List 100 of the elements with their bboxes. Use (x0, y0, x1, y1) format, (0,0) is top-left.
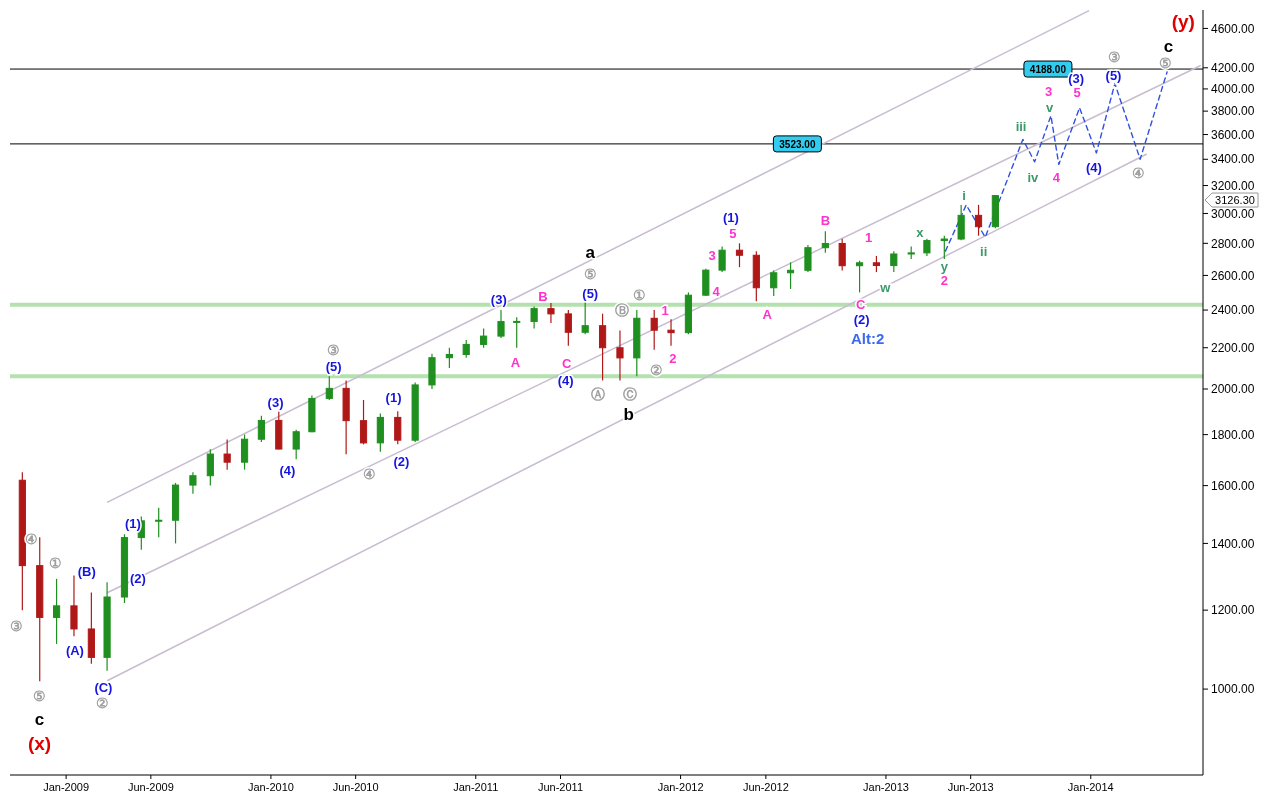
annotation: ① (48, 555, 62, 572)
y-tick-label: 3600.00 (1211, 127, 1255, 142)
candlestick (547, 302, 555, 324)
annotation: v (1045, 100, 1054, 115)
annotation: ③ (327, 342, 341, 359)
annotation: 4 (1052, 170, 1061, 186)
x-tick-label: Jun-2010 (332, 781, 379, 793)
annotation: Alt:2 (850, 329, 885, 347)
annotation: ② (95, 694, 109, 711)
annotation: C (561, 356, 572, 372)
annotation: ii (980, 244, 988, 260)
annotation: b (623, 405, 634, 425)
annotation: (2) (853, 312, 870, 328)
annotation: ⑤ (583, 266, 597, 282)
annotation: (3) (267, 395, 284, 411)
annotation: (2) (129, 570, 146, 586)
candlestick (718, 245, 726, 273)
candlestick (257, 415, 265, 443)
candlestick (838, 238, 846, 272)
candlestick (359, 399, 368, 445)
y-tick-label: 2800.00 (1211, 236, 1255, 251)
candlestick (240, 434, 249, 471)
annotation: iii (1015, 119, 1027, 135)
y-tick-label: 4200.00 (1211, 61, 1255, 76)
y-tick-label: 1000.00 (1211, 682, 1255, 697)
y-tick-label: 3000.00 (1211, 206, 1255, 221)
y-tick-label: 3200.00 (1211, 178, 1255, 193)
candlestick (497, 309, 505, 339)
annotation: 2 (669, 351, 677, 367)
annotation: ⑤ (1159, 55, 1173, 72)
candlestick (564, 309, 572, 347)
candlestick (394, 410, 402, 445)
candlestick (206, 448, 214, 487)
candlestick (480, 327, 488, 349)
annotation: (4) (557, 372, 574, 388)
annotation: (5) (582, 286, 599, 302)
annotation: Ⓑ (614, 302, 629, 319)
annotation: c (34, 710, 45, 730)
candlestick (616, 329, 624, 382)
candlestick (940, 235, 948, 260)
annotation: A (510, 355, 521, 371)
y-tick-label: 3800.00 (1211, 104, 1255, 119)
x-tick-label: Jan-2010 (248, 781, 294, 793)
candlestick (52, 578, 61, 645)
annotation: i (962, 187, 966, 203)
annotation: Ⓐ (591, 385, 606, 402)
candlestick (70, 574, 78, 637)
candlestick (770, 269, 778, 297)
annotation: x (916, 224, 925, 240)
annotation: (3) (490, 291, 507, 307)
annotation: ⑤ (33, 687, 47, 704)
candlestick (155, 507, 163, 538)
annotation: 5 (729, 225, 737, 241)
candlestick (957, 204, 965, 241)
annotation: ④ (1131, 164, 1145, 181)
x-tick-label: Jun-2011 (537, 781, 584, 793)
annotation: w (879, 280, 892, 296)
annotation: ③ (1107, 48, 1121, 65)
annotation: (A) (65, 642, 84, 658)
candlestick (804, 244, 812, 273)
x-tick-label: Jan-2013 (863, 781, 909, 793)
candlestick (598, 313, 607, 382)
annotation: ④ (363, 465, 377, 482)
annotation: ③ (9, 617, 23, 634)
annotation: (2) (393, 453, 410, 469)
candlestick (513, 316, 521, 349)
candlestick (292, 429, 300, 460)
text: 3126.30 (1215, 194, 1255, 207)
y-tick-label: 2400.00 (1211, 303, 1255, 318)
annotation: B (820, 213, 831, 229)
annotation: iv (1027, 170, 1040, 186)
candlestick (189, 471, 197, 495)
candlestick (974, 204, 983, 237)
annotation: B (538, 289, 548, 305)
candlestick (855, 260, 864, 294)
annotation: A (762, 306, 773, 322)
y-tick-label: 1600.00 (1211, 478, 1255, 493)
annotation: 3 (708, 248, 716, 264)
y-tick-label: 3400.00 (1211, 152, 1255, 167)
annotation: 2 (940, 273, 948, 289)
annotation: c (1163, 37, 1174, 57)
annotation: (4) (279, 463, 296, 479)
annotation: y (940, 258, 949, 274)
candlestick (890, 250, 898, 273)
y-tick-label: 4000.00 (1211, 82, 1255, 97)
y-tick-label: 1800.00 (1211, 427, 1255, 442)
x-tick-label: Jan-2014 (1067, 781, 1114, 793)
y-tick-label: 2600.00 (1211, 268, 1255, 283)
x-tick-label: Jun-2013 (947, 781, 994, 793)
annotation: (4) (1085, 160, 1102, 176)
x-tick-label: Jun-2012 (742, 781, 789, 793)
candlestick (445, 347, 453, 369)
annotation: a (585, 242, 596, 262)
candlestick (223, 438, 231, 471)
candlestick (650, 309, 658, 351)
ref-line-label: 3523.00 (779, 138, 816, 150)
candlestick (325, 375, 333, 401)
x-tick-label: Jan-2009 (43, 781, 90, 793)
annotation: (1) (385, 390, 402, 406)
annotation: (1) (722, 210, 739, 226)
